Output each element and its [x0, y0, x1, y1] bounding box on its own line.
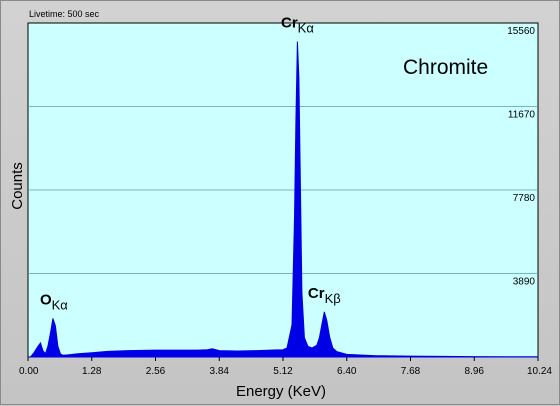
peak-line: Kα [52, 297, 69, 312]
peak-label: OKα [40, 291, 68, 312]
peak-line: Kα [298, 20, 315, 35]
peak-label: CrKα [281, 14, 314, 35]
livetime-label: Livetime: 500 sec [29, 9, 100, 19]
peak-label: CrKβ [308, 285, 341, 306]
peak-element: O [40, 291, 52, 308]
x-axis-ticks: 0.00 1.28 2.56 3.84 5.12 6.40 7.68 8.96 10.24 [19, 357, 552, 377]
gridlines [28, 106, 538, 274]
peak-line: Kβ [325, 291, 341, 306]
x-tick-label: 7.68 [401, 366, 421, 377]
y-tick-label: 7780 [513, 193, 536, 204]
x-tick-label: 8.96 [465, 366, 485, 377]
x-tick-label: 2.56 [146, 366, 166, 377]
chart-title: Chromite [403, 56, 488, 79]
x-tick-label: 6.40 [337, 366, 357, 377]
x-tick-label: 1.28 [82, 366, 102, 377]
y-axis-label: Counts [9, 162, 26, 210]
x-axis-label: Energy (KeV) [236, 383, 326, 400]
x-tick-label: 10.24 [527, 366, 552, 377]
x-tick-label: 0.00 [19, 366, 39, 377]
peak-element: Cr [281, 14, 298, 31]
spectrum-series [29, 41, 539, 358]
y-axis-ticks: 3890 7780 11670 15560 [507, 26, 535, 288]
spectrum-area [29, 41, 539, 358]
y-tick-label: 15560 [507, 26, 535, 37]
y-tick-label: 11670 [508, 110, 536, 121]
peak-element: Cr [308, 285, 325, 302]
x-tick-label: 5.12 [273, 366, 293, 377]
y-tick-label: 3890 [513, 277, 536, 288]
x-tick-label: 3.84 [210, 366, 230, 377]
